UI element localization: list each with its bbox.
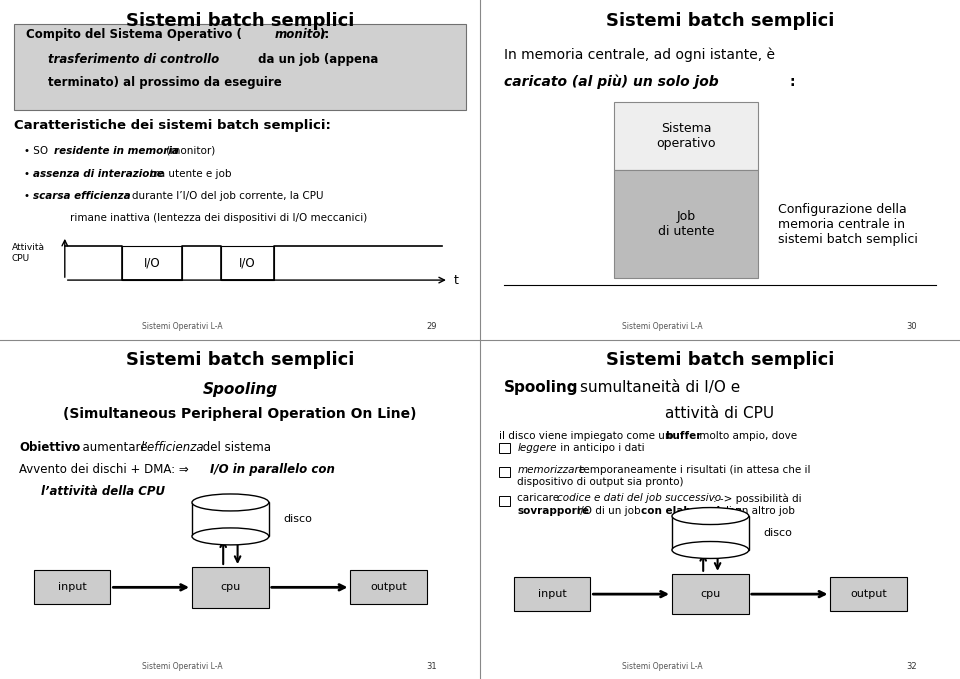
Text: •: •	[24, 191, 34, 202]
FancyBboxPatch shape	[672, 574, 749, 614]
Text: codice e dati del job successivo: codice e dati del job successivo	[557, 494, 721, 503]
Text: : durante l’I/O del job corrente, la CPU: : durante l’I/O del job corrente, la CPU	[125, 191, 324, 202]
Text: Obiettivo: Obiettivo	[19, 441, 81, 454]
Text: memorizzare: memorizzare	[517, 464, 586, 475]
Text: • SO: • SO	[24, 146, 52, 156]
Text: Compito del Sistema Operativo (: Compito del Sistema Operativo (	[26, 28, 242, 41]
Text: (Simultaneous Peripheral Operation On Line): (Simultaneous Peripheral Operation On Li…	[63, 407, 417, 422]
Text: del sistema: del sistema	[200, 441, 271, 454]
Ellipse shape	[672, 542, 749, 558]
Text: terminato) al prossimo da eseguire: terminato) al prossimo da eseguire	[48, 76, 281, 90]
Text: con elaborazione: con elaborazione	[641, 506, 742, 516]
Text: molto ampio, dove: molto ampio, dove	[696, 431, 797, 441]
Text: 32: 32	[906, 661, 918, 671]
FancyBboxPatch shape	[499, 496, 510, 506]
Text: output: output	[851, 589, 887, 599]
Ellipse shape	[672, 508, 749, 525]
Text: trasferimento di controllo: trasferimento di controllo	[48, 52, 219, 66]
Text: cpu: cpu	[220, 583, 241, 592]
Text: In memoria centrale, ad ogni istante, è: In memoria centrale, ad ogni istante, è	[504, 48, 775, 62]
Text: disco: disco	[763, 528, 792, 538]
Text: 31: 31	[426, 661, 438, 671]
Text: Sistemi batch semplici: Sistemi batch semplici	[606, 12, 834, 30]
Text: input: input	[538, 589, 566, 599]
Text: residente in memoria: residente in memoria	[54, 146, 179, 156]
Text: 30: 30	[906, 322, 918, 331]
Text: input: input	[58, 583, 86, 592]
Text: caricato (al più) un solo job: caricato (al più) un solo job	[504, 75, 719, 89]
Text: Spooling: Spooling	[203, 382, 277, 397]
Text: :: :	[789, 75, 795, 89]
FancyBboxPatch shape	[14, 24, 466, 110]
Text: scarsa efficienza: scarsa efficienza	[33, 191, 131, 202]
Text: : -> possibilità di: : -> possibilità di	[712, 493, 802, 504]
Text: •: •	[24, 168, 34, 179]
FancyBboxPatch shape	[614, 102, 758, 170]
Text: tra utente e job: tra utente e job	[147, 168, 231, 179]
Text: (monitor): (monitor)	[163, 146, 215, 156]
Text: I/O in parallelo con: I/O in parallelo con	[210, 463, 335, 477]
Text: Sistemi Operativi L-A: Sistemi Operativi L-A	[622, 322, 703, 331]
Text: dispositivo di output sia pronto): dispositivo di output sia pronto)	[517, 477, 684, 487]
Text: Spooling: Spooling	[504, 380, 579, 395]
Text: 29: 29	[427, 322, 437, 331]
Text: sovrapporre: sovrapporre	[517, 506, 589, 516]
Text: Sistemi Operativi L-A: Sistemi Operativi L-A	[142, 661, 223, 671]
Text: I/O di un job: I/O di un job	[574, 506, 643, 516]
Text: in anticipo i dati: in anticipo i dati	[557, 443, 644, 453]
Text: I/O: I/O	[239, 257, 255, 270]
Text: Sistemi Operativi L-A: Sistemi Operativi L-A	[142, 322, 223, 331]
Text: :  aumentare: : aumentare	[71, 441, 151, 454]
FancyBboxPatch shape	[614, 170, 758, 278]
Text: Configurazione della
memoria centrale in
sistemi batch semplici: Configurazione della memoria centrale in…	[778, 202, 918, 246]
Text: da un job (appena: da un job (appena	[254, 52, 379, 66]
Ellipse shape	[192, 528, 269, 545]
Text: Sistema
operativo: Sistema operativo	[657, 122, 716, 150]
Text: leggere: leggere	[517, 443, 557, 453]
FancyBboxPatch shape	[514, 577, 590, 611]
Text: il disco viene impiegato come un: il disco viene impiegato come un	[499, 431, 675, 441]
Text: attività di CPU: attività di CPU	[665, 405, 775, 421]
Text: Avvento dei dischi + DMA: ⇒: Avvento dei dischi + DMA: ⇒	[19, 463, 193, 477]
Text: Caratteristiche dei sistemi batch semplici:: Caratteristiche dei sistemi batch sempli…	[14, 119, 331, 132]
Text: Job
di utente: Job di utente	[659, 210, 714, 238]
Text: Attività
CPU: Attività CPU	[12, 243, 45, 263]
FancyBboxPatch shape	[192, 567, 269, 608]
Text: di un altro job: di un altro job	[719, 506, 795, 516]
Text: ):: ):	[319, 28, 329, 41]
Text: rimane inattiva (lentezza dei dispositivi di I/O meccanici): rimane inattiva (lentezza dei dispositiv…	[70, 213, 367, 223]
Text: t: t	[453, 274, 459, 287]
Text: buffer: buffer	[664, 431, 701, 441]
FancyBboxPatch shape	[221, 246, 274, 280]
FancyBboxPatch shape	[499, 467, 510, 477]
FancyBboxPatch shape	[123, 246, 182, 280]
Text: disco: disco	[283, 515, 312, 524]
Text: monitor: monitor	[275, 28, 326, 41]
FancyBboxPatch shape	[499, 443, 510, 454]
FancyBboxPatch shape	[672, 516, 749, 550]
Text: output: output	[371, 583, 407, 592]
Text: Sistemi batch semplici: Sistemi batch semplici	[126, 12, 354, 30]
Ellipse shape	[192, 494, 269, 511]
Text: Sistemi batch semplici: Sistemi batch semplici	[126, 352, 354, 369]
FancyBboxPatch shape	[350, 570, 427, 604]
Text: Sistemi batch semplici: Sistemi batch semplici	[606, 352, 834, 369]
Text: temporaneamente i risultati (in attesa che il: temporaneamente i risultati (in attesa c…	[576, 464, 811, 475]
Text: cpu: cpu	[700, 589, 721, 599]
FancyBboxPatch shape	[34, 570, 110, 604]
FancyBboxPatch shape	[830, 577, 907, 611]
Text: I/O: I/O	[144, 257, 160, 270]
FancyBboxPatch shape	[192, 502, 269, 536]
Text: Sistemi Operativi L-A: Sistemi Operativi L-A	[622, 661, 703, 671]
Text: assenza di interazione: assenza di interazione	[33, 168, 163, 179]
Text: caricare: caricare	[517, 494, 563, 503]
Text: : sumultaneità di I/O e: : sumultaneità di I/O e	[570, 380, 740, 395]
Text: l’attività della CPU: l’attività della CPU	[40, 485, 165, 498]
Text: l’efficienza: l’efficienza	[140, 441, 204, 454]
